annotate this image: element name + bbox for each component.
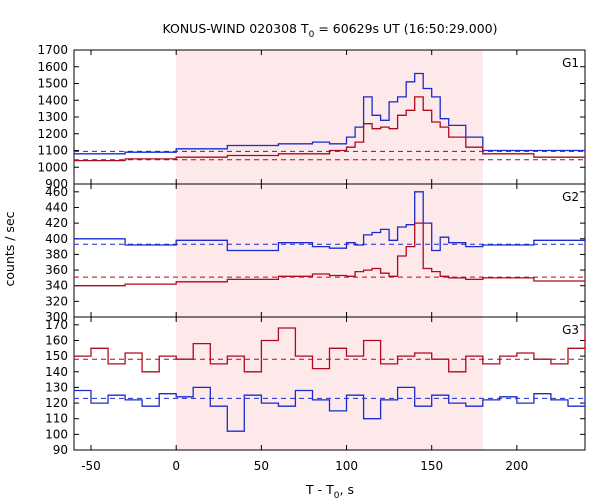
panel-g1: 900 1000 1100 1200 1300 1400 1500 1600 1700 G1 [37,43,586,191]
series-step-line [74,327,586,373]
y-tick-label: 440 [45,200,68,214]
y-tick-label: 1100 [37,144,68,158]
y-tick-label: 140 [45,365,68,379]
panel-frame [73,316,586,451]
y-tick-label: 150 [45,349,68,363]
y-tick-label: 1600 [37,60,68,74]
y-tick-label: 1700 [37,43,68,57]
y-tick-label: 900 [45,177,68,191]
y-tick-label: 1300 [37,110,68,124]
panel-label: G2 [562,190,579,204]
y-tick-label: 380 [45,247,68,261]
y-tick-label: 90 [53,443,68,457]
y-tick-label: 1200 [37,127,68,141]
series-step-line [74,191,586,252]
y-tick-label: 340 [45,279,68,293]
panel-label: G3 [562,323,579,337]
y-tick-label: 110 [45,412,68,426]
y-tick-label: 120 [45,396,68,410]
series-step-line [74,386,586,432]
y-tick-label: 420 [45,216,68,230]
panel-label: G1 [562,56,579,70]
y-tick-label: 170 [45,318,68,332]
x-axis-label: T - T0, s [305,482,354,500]
y-tick-label: 320 [45,294,68,308]
y-tick-label: 100 [45,427,68,441]
y-tick-label: 130 [45,380,68,394]
chart-title: KONUS-WIND 020308 T0 = 60629s UT (16:50:… [162,21,497,40]
x-tick-label: 150 [420,459,443,473]
x-tick-label: 100 [335,459,358,473]
series-step-line [74,72,586,155]
y-tick-label: 160 [45,333,68,347]
series-step-line [74,222,586,287]
y-tick-label: 1400 [37,93,68,107]
series-step-line [74,96,585,162]
y-tick-label: 460 [45,185,68,199]
x-tick-label: -50 [81,459,101,473]
y-tick-label: 1500 [37,77,68,91]
y-tick-label: 300 [45,310,68,324]
x-tick-label: 200 [505,459,528,473]
y-tick-label: 1000 [37,160,68,174]
y-tick-label: 360 [45,263,68,277]
y-tick-label: 400 [45,232,68,246]
y-axis-label: counts / sec [2,211,17,286]
x-tick-label: 50 [254,459,269,473]
x-tick-label: 0 [172,459,180,473]
